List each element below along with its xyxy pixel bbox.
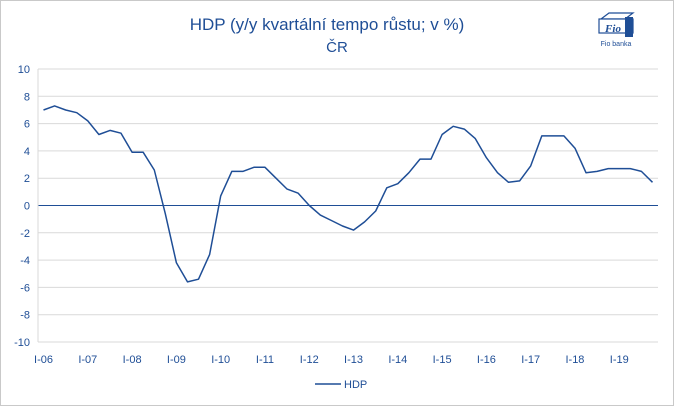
x-tick-label: I-07 <box>78 354 97 366</box>
series-line-hdp <box>43 105 654 283</box>
y-tick-label: -2 <box>20 228 30 240</box>
x-tick-label: I-11 <box>256 354 274 366</box>
logo-text: Fio banka <box>601 41 632 48</box>
y-tick-label: -6 <box>20 282 30 294</box>
x-tick-label: I-18 <box>565 354 584 366</box>
y-tick-label: -10 <box>14 337 30 349</box>
y-tick-label: 6 <box>24 119 30 131</box>
x-tick-label: I-09 <box>167 354 186 366</box>
series-group <box>43 105 654 283</box>
x-tick-label: I-13 <box>344 354 363 366</box>
grid-lines <box>38 68 658 343</box>
y-tick-label: -4 <box>20 255 30 267</box>
x-tick-label: I-06 <box>34 354 53 366</box>
y-tick-label: 2 <box>24 173 30 185</box>
fio-banka-logo: Fio Fio banka <box>598 12 635 48</box>
x-tick-label: I-15 <box>433 354 452 366</box>
x-tick-label: I-16 <box>477 354 496 366</box>
logo-monogram: Fio <box>604 23 621 35</box>
y-tick-label: 10 <box>18 64 30 76</box>
y-tick-label: 4 <box>24 146 30 158</box>
chart-subtitle: ČR <box>326 39 348 56</box>
y-tick-label: 8 <box>24 91 30 103</box>
x-axis-ticks: I-06 I-07 I-08 I-09 I-10 I-11 I-12 I-13 I-14 I-15… <box>34 354 629 366</box>
y-tick-label: -8 <box>20 310 30 322</box>
x-tick-label: I-14 <box>388 354 407 366</box>
y-axis-ticks: 10 8 6 4 2 0 -2 -4 -6 -8 -10 <box>14 64 30 349</box>
y-tick-label: 0 <box>24 201 30 213</box>
x-tick-label: I-19 <box>610 354 629 366</box>
legend: HDP <box>315 379 367 391</box>
legend-label-hdp: HDP <box>344 379 367 391</box>
x-tick-label: I-12 <box>300 354 319 366</box>
x-tick-label: I-17 <box>521 354 540 366</box>
x-tick-label: I-08 <box>123 354 142 366</box>
chart-title: HDP (y/y kvartální tempo růstu; v %) <box>190 15 465 34</box>
x-tick-label: I-10 <box>211 354 230 366</box>
